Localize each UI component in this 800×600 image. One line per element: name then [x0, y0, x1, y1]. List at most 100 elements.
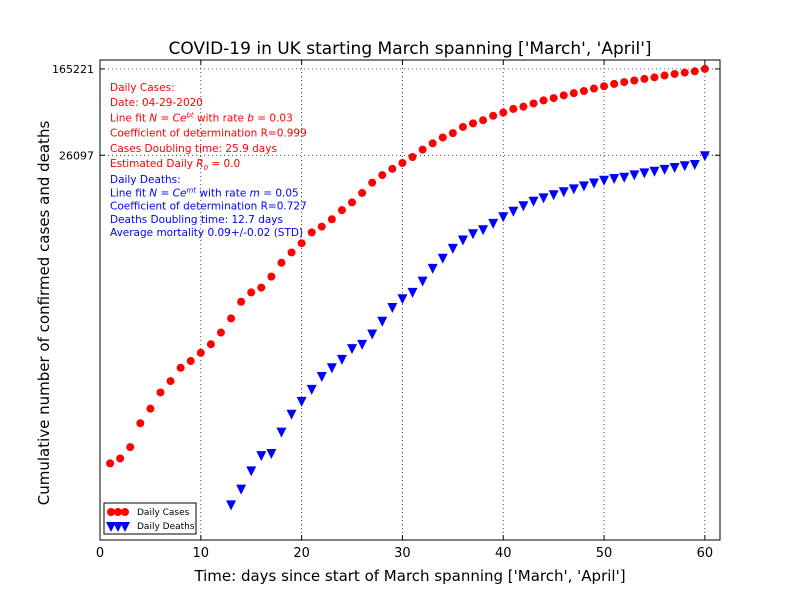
cases-point: [408, 153, 417, 162]
cases-annotation-line: Daily Cases:: [110, 82, 175, 94]
deaths-point: [387, 302, 398, 313]
cases-point: [348, 198, 357, 207]
deaths-point: [659, 164, 670, 175]
cases-point: [388, 164, 397, 173]
deaths-point: [427, 263, 438, 274]
cases-point: [660, 71, 669, 80]
deaths-point: [296, 396, 307, 407]
plot-frame: [99, 59, 721, 541]
deaths-point: [357, 339, 368, 350]
cases-point: [428, 139, 437, 148]
deaths-point: [286, 409, 297, 420]
cases-point: [156, 388, 165, 397]
cases-point: [257, 283, 266, 292]
cases-point: [247, 288, 256, 297]
cases-point: [600, 82, 609, 91]
deaths-point: [266, 448, 277, 459]
deaths-annotation-line: Daily Deaths:: [110, 174, 181, 186]
legend-entry-deaths: Daily Deaths: [106, 522, 195, 532]
legend-label: Daily Deaths: [137, 522, 195, 532]
cases-series: [106, 64, 709, 468]
deaths-point: [498, 212, 509, 223]
cases-annotation-line: Date: 04-29-2020: [110, 97, 203, 109]
cases-point: [589, 84, 598, 93]
legend-entry-cases: Daily Cases: [107, 508, 190, 518]
cases-point: [569, 89, 578, 98]
cases-point: [529, 99, 538, 108]
cases-point: [327, 215, 336, 224]
cases-point: [267, 272, 276, 281]
legend: Daily Cases Daily Deaths: [103, 502, 197, 535]
deaths-point: [609, 173, 620, 184]
cases-point: [116, 454, 125, 463]
deaths-point: [468, 229, 479, 240]
deaths-point: [447, 243, 458, 254]
deaths-point: [619, 172, 630, 183]
deaths-point: [699, 151, 710, 162]
cases-point: [549, 94, 558, 103]
y-axis-label: Cumulative number of confirmed cases and…: [35, 121, 53, 506]
deaths-fit-annotation: Daily Deaths:Line fit N = Cemt with rate…: [110, 174, 307, 239]
cases-point: [700, 64, 709, 73]
deaths-point: [246, 466, 257, 477]
deaths-point: [457, 235, 468, 246]
deaths-point: [548, 190, 559, 201]
deaths-point: [629, 170, 640, 181]
deaths-point: [538, 193, 549, 204]
deaths-point: [558, 187, 569, 198]
deaths-point: [256, 451, 267, 462]
legend-marker: [107, 508, 115, 516]
deaths-point: [679, 161, 690, 172]
cases-point: [186, 357, 195, 366]
deaths-point: [236, 484, 247, 495]
deaths-point: [437, 253, 448, 264]
cases-point: [227, 314, 236, 323]
deaths-point: [347, 344, 358, 355]
cases-annotation-line: Line fit N = Cebt with rate b = 0.03: [110, 111, 293, 124]
ticks: 0 10 20 30 40 50 60 165221 26097: [52, 60, 720, 561]
cases-point: [650, 73, 659, 82]
y-tick-label: 26097: [59, 149, 94, 162]
deaths-point: [316, 372, 327, 383]
deaths-point: [588, 178, 599, 189]
deaths-point: [578, 181, 589, 192]
data-layer: [106, 64, 710, 511]
cases-point: [640, 74, 649, 83]
legend-label: Daily Cases: [137, 508, 190, 518]
cases-point: [519, 102, 528, 111]
cases-point: [438, 133, 447, 142]
cases-point: [630, 76, 639, 85]
deaths-annotation-line: Deaths Doubling time: 12.7 days: [110, 214, 283, 226]
cases-point: [670, 69, 679, 78]
cases-point: [499, 108, 508, 117]
cases-point: [418, 145, 427, 154]
deaths-point: [669, 162, 680, 173]
cases-point: [559, 91, 568, 100]
cases-point: [479, 116, 488, 125]
deaths-point: [377, 316, 388, 327]
cases-point: [539, 96, 548, 105]
cases-point: [378, 171, 387, 180]
x-tick-label: 20: [293, 546, 310, 561]
y-tick-label: 165221: [52, 63, 94, 76]
x-tick-label: 40: [495, 546, 512, 561]
cases-point: [216, 328, 225, 337]
cases-point: [317, 222, 326, 231]
x-tick-label: 60: [697, 546, 714, 561]
cases-point: [489, 111, 498, 120]
x-tick-label: 10: [193, 546, 210, 561]
cases-point: [458, 122, 467, 131]
deaths-annotation-line: Line fit N = Cemt with rate m = 0.05: [110, 186, 299, 199]
deaths-point: [397, 294, 408, 305]
cases-point: [237, 297, 246, 306]
legend-marker: [120, 522, 130, 532]
cases-point: [176, 363, 185, 372]
cases-point: [136, 419, 145, 428]
cases-point: [166, 377, 175, 386]
plot-area: [100, 60, 720, 540]
cases-point: [680, 68, 689, 77]
cases-point: [579, 87, 588, 96]
deaths-point: [226, 500, 237, 511]
cases-point: [610, 79, 619, 88]
cases-annotation-line: Estimated Daily R0 = 0.0: [110, 158, 240, 172]
